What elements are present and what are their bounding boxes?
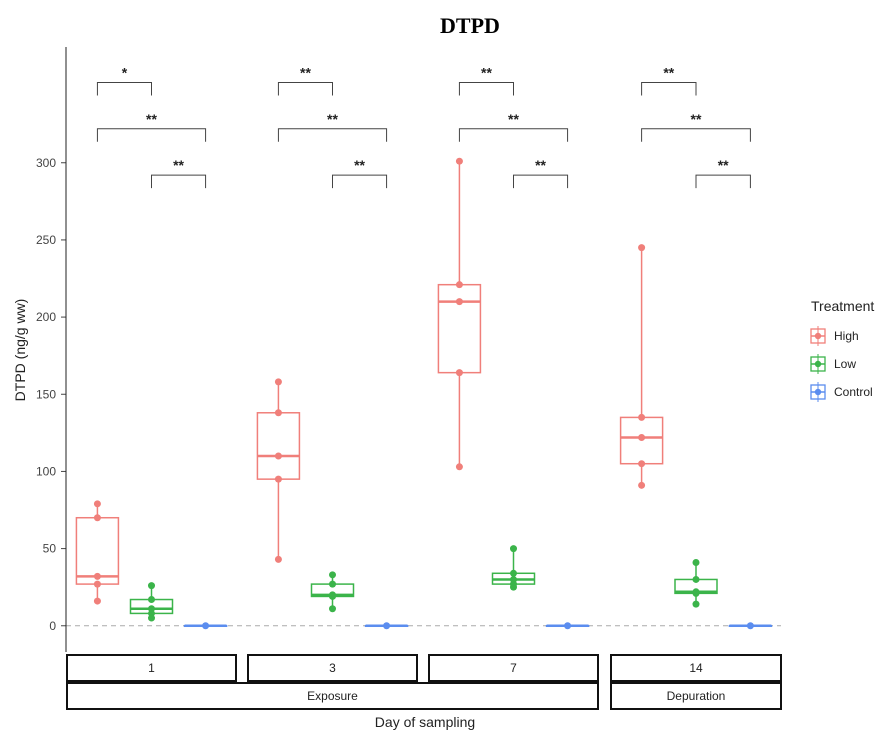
legend: Treatment High Low Control [810,298,874,402]
facet-strip [610,654,782,682]
facet-strip-label: 14 [689,661,703,675]
data-point [455,463,463,471]
data-point [93,572,101,580]
significance-bracket [458,128,569,142]
y-tick-label: 150 [36,387,56,401]
significance-bracket [695,174,751,189]
significance-label: ** [718,157,729,173]
legend-key-point [814,332,822,340]
significance-bracket [96,128,207,142]
data-point [455,369,463,377]
data-point [93,500,101,508]
data-point [692,600,700,608]
data-point [455,298,463,306]
data-point [638,413,646,421]
plot-area: 050100150200250300**********************… [36,64,782,710]
significance-bracket [641,81,697,96]
y-tick-label: 250 [36,233,56,247]
data-point [510,569,517,577]
data-point [455,157,463,165]
data-point [692,575,700,583]
data-point [692,588,700,596]
data-point [93,580,101,588]
significance-label: ** [327,111,338,127]
data-point [329,591,336,599]
legend-label-low: Low [834,357,856,371]
phase-strip [66,682,599,710]
data-point [510,575,517,583]
significance-bracket [277,128,388,142]
significance-label: ** [173,157,184,173]
significance-bracket [458,81,514,96]
significance-bracket [513,174,569,189]
data-point [455,281,463,289]
box [256,412,301,480]
data-point [746,622,754,630]
y-tick-label: 300 [36,156,56,170]
significance-label: ** [354,157,365,173]
data-point [638,460,646,468]
facet-strip [428,654,599,682]
significance-bracket [277,81,333,96]
data-point [638,481,646,489]
legend-label-control: Control [834,385,873,399]
facet-strip [247,654,418,682]
data-point [93,597,101,605]
significance-label: ** [300,64,311,80]
significance-bracket [641,128,751,142]
data-point [383,622,391,630]
significance-label: ** [691,111,702,127]
data-point [329,580,336,588]
data-point [692,558,700,566]
phase-strip-label: Exposure [307,689,358,703]
data-point [274,475,282,483]
legend-key-point [814,388,822,396]
significance-label: ** [508,111,519,127]
data-point [93,514,101,522]
data-point [510,545,517,553]
facet-strip [66,654,237,682]
data-point [638,244,646,252]
data-point [274,378,282,386]
significance-bracket [96,81,152,96]
significance-bracket [151,174,207,189]
phase-strip [610,682,782,710]
y-tick-label: 0 [49,619,56,633]
facet-strip-label: 7 [510,661,517,675]
data-point [274,555,282,563]
chart-title: DTPD [440,13,500,38]
y-tick-label: 100 [36,464,56,478]
legend-title: Treatment [811,298,874,314]
legend-key-point [814,360,822,368]
data-point [638,433,646,441]
significance-label: ** [535,157,546,173]
facet-strip-label: 1 [148,661,155,675]
data-point [202,622,210,630]
data-point [148,605,155,613]
box [437,283,482,374]
y-axis-title: DTPD (ng/g ww) [12,299,28,402]
phase-strip-label: Depuration [667,689,726,703]
legend-label-high: High [834,329,859,343]
significance-label: ** [146,111,157,127]
data-point [148,582,155,590]
x-axis-title: Day of sampling [375,714,475,730]
data-point [148,596,155,604]
facet-strip-label: 3 [329,661,336,675]
data-point [564,622,572,630]
y-tick-label: 50 [43,542,57,556]
data-point [329,605,336,613]
y-tick-label: 200 [36,310,56,324]
data-point [329,571,336,579]
data-point [274,409,282,417]
significance-bracket [332,174,388,189]
significance-label: ** [663,64,674,80]
data-point [274,452,282,460]
significance-label: * [122,64,128,80]
significance-label: ** [481,64,492,80]
